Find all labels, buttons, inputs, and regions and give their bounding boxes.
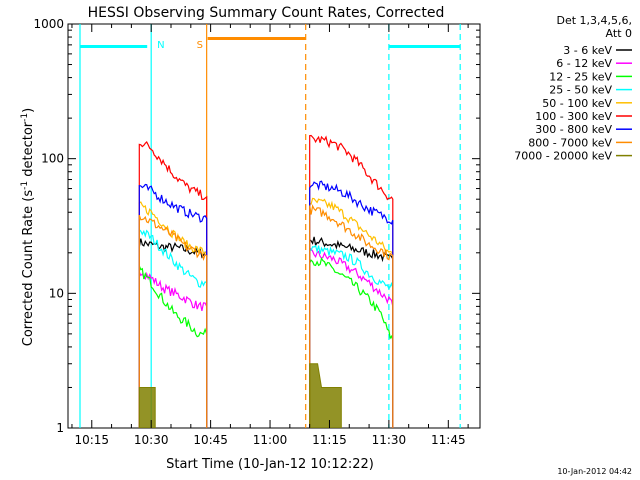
legend-label: 50 - 100 keV	[542, 97, 612, 110]
plot-frame	[67, 23, 481, 429]
chart-title: HESSI Observing Summary Count Rates, Cor…	[88, 5, 445, 21]
legend-header-line-2: Att 0	[606, 27, 632, 40]
flag-label: N	[157, 40, 164, 51]
series-segment	[309, 236, 394, 428]
series-segment	[309, 363, 342, 428]
y-tick-label: 1	[56, 421, 64, 435]
series-segment	[138, 183, 208, 428]
series-segment	[309, 180, 394, 428]
series-segment	[138, 141, 208, 428]
series-segment	[138, 387, 156, 428]
legend-label: 7000 - 20000 keV	[514, 150, 612, 163]
series-segment	[309, 244, 394, 428]
y-tick-label: 10	[49, 286, 64, 300]
series-segment	[138, 228, 208, 428]
series-12-25-kev	[138, 257, 394, 428]
y-tick-label: 1000	[33, 17, 64, 31]
series-segment	[138, 214, 208, 428]
axes: 10:15 10:30 10:45 11:00 11:15 11:30 11:45 1 10 10…	[33, 17, 480, 447]
y-tick-label: 100	[41, 152, 64, 166]
series-25-50-kev	[138, 228, 394, 428]
timestamp: 10-Jan-2012 04:42	[557, 467, 632, 476]
x-tick-label: 10:15	[74, 433, 109, 447]
series-segment	[138, 271, 208, 428]
legend-label: 800 - 7000 keV	[528, 136, 612, 149]
series-segment	[309, 257, 394, 428]
x-tick-label: 11:45	[431, 433, 466, 447]
x-tick-label: 11:15	[312, 433, 347, 447]
series-segment	[138, 238, 208, 428]
series-segment	[309, 197, 394, 428]
x-tick-label: 11:00	[253, 433, 288, 447]
legend-label: 300 - 800 keV	[535, 123, 612, 136]
y-axis-label-main: Corrected Count Rate (s	[21, 190, 36, 347]
series-3-6-kev	[138, 236, 394, 428]
series-800-7000-kev	[138, 204, 394, 428]
x-tick-label: 10:45	[193, 433, 228, 447]
y-axis-label-mid: detector	[21, 121, 36, 181]
series-segment	[309, 134, 394, 428]
series-300-800-kev	[138, 180, 394, 428]
legend-label: 12 - 25 keV	[549, 70, 612, 83]
y-axis-label: Corrected Count Rate (s-1 detector-1)	[20, 108, 36, 346]
legend-label: 100 - 300 keV	[535, 110, 612, 123]
flag-n: N	[79, 24, 461, 428]
series-segment	[138, 265, 208, 428]
series-7000-20000-kev	[138, 363, 342, 428]
x-tick-label: 10:30	[134, 433, 169, 447]
y-axis-label-sup2: -1	[20, 113, 30, 122]
y-axis-label-end: )	[21, 108, 36, 113]
legend-label: 3 - 6 keV	[563, 44, 612, 57]
series-segment	[309, 247, 394, 428]
series-segment	[309, 204, 394, 428]
legend-label: 6 - 12 keV	[556, 57, 612, 70]
series-6-12-kev	[138, 247, 394, 428]
y-axis-label-sup1: -1	[20, 181, 30, 190]
legend-label: 25 - 50 keV	[549, 84, 612, 97]
x-tick-label: 11:30	[372, 433, 407, 447]
series-100-300-kev	[138, 134, 394, 428]
flag-label: S	[197, 40, 203, 51]
x-axis-label: Start Time (10-Jan-12 10:12:22)	[166, 457, 374, 472]
legend-header-line-1: Det 1,3,4,5,6,	[556, 14, 632, 27]
